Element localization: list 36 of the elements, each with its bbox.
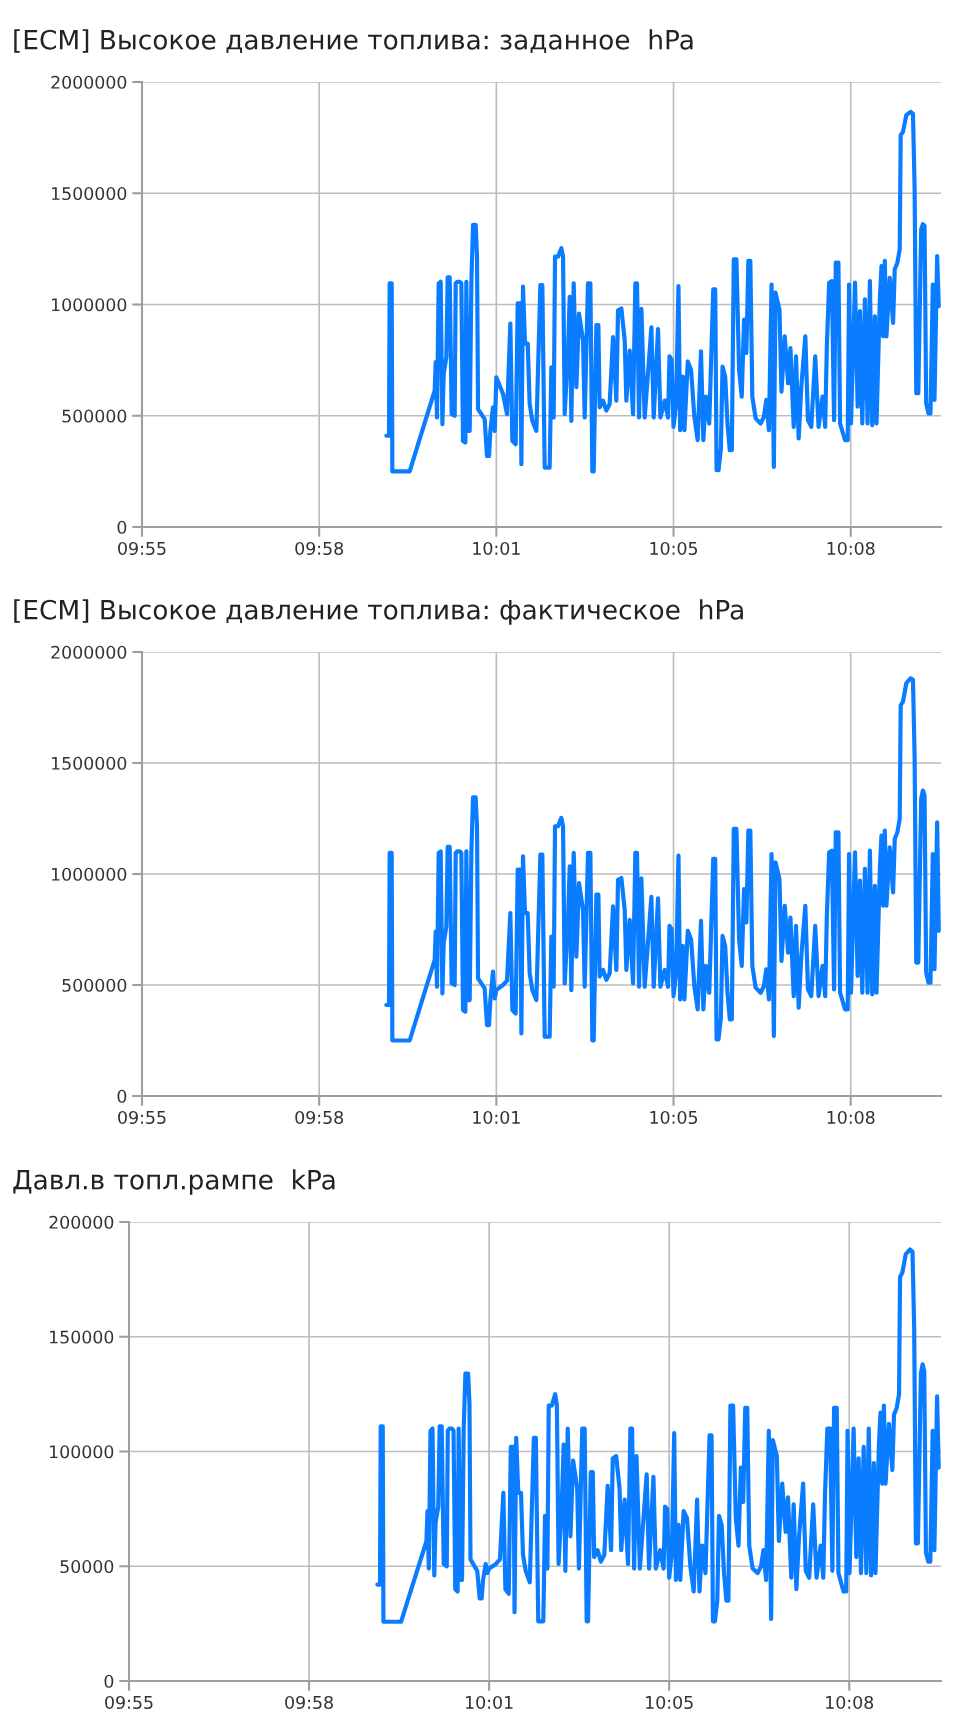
y-tick-label: 200000 (49, 1215, 114, 1229)
y-tick-label: 1000000 (52, 867, 127, 881)
x-tick-label: 10:05 (646, 1695, 693, 1710)
x-tick-label: 09:58 (295, 1110, 344, 1125)
x-tick-label: 10:05 (650, 541, 698, 556)
y-tick-label: 150000 (50, 1330, 114, 1344)
y-tick-label: 50000 (60, 1559, 114, 1574)
chart-title: [ECM] Высокое давление топлива: заданное hPa (14, 29, 693, 53)
x-tick-label: 09:58 (295, 541, 344, 556)
line-series (375, 1247, 941, 1624)
x-tick-label: 10:08 (827, 1110, 875, 1125)
chart-title: Давл.в топл.рампе kPa (13, 1169, 335, 1195)
y-tick-label: 1500000 (52, 186, 127, 201)
x-tick-label: 10:01 (473, 541, 520, 556)
x-tick-label: 10:08 (826, 1695, 874, 1710)
y-tick-label: 2000000 (51, 645, 127, 659)
line-series (384, 109, 941, 474)
x-tick-label: 09:55 (118, 541, 166, 556)
x-tick-label: 10:01 (473, 1110, 520, 1125)
x-tick-label: 09:55 (105, 1695, 153, 1710)
x-tick-label: 10:01 (466, 1695, 513, 1710)
y-tick-label: 100000 (50, 1445, 114, 1459)
x-tick-label: 10:08 (827, 541, 875, 556)
y-tick-label: 500000 (62, 409, 127, 423)
x-tick-label: 09:58 (285, 1695, 333, 1710)
y-tick-label: 500000 (62, 978, 127, 992)
y-tick-label: 0 (117, 520, 127, 534)
x-tick-label: 10:05 (650, 1110, 698, 1125)
chart-title: [ECM] Высокое давление топлива: фактическое hPa (14, 599, 743, 625)
x-tick-label: 09:55 (118, 1110, 166, 1125)
line-series (384, 676, 941, 1043)
y-tick-label: 1500000 (52, 756, 127, 770)
y-tick-label: 1000000 (52, 298, 127, 312)
y-tick-label: 0 (104, 1674, 114, 1688)
y-tick-label: 0 (117, 1089, 127, 1103)
y-tick-label: 2000000 (51, 75, 127, 89)
